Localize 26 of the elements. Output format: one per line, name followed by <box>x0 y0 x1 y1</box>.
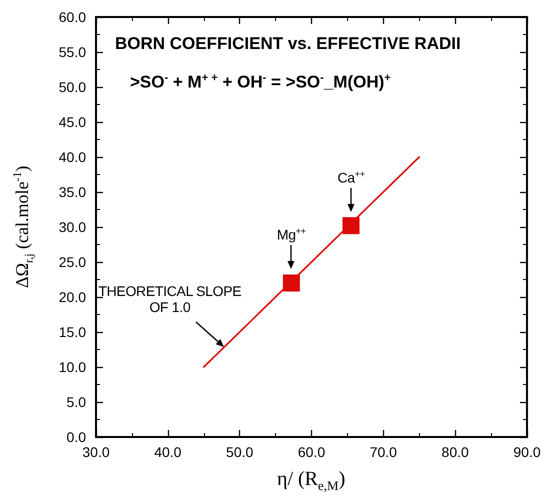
annotation: Mg$^{++}$ <box>276 226 306 244</box>
x-tick-label: 50.0 <box>226 444 254 460</box>
y-tick-label: 45.0 <box>58 114 86 130</box>
x-tick-label: 60.0 <box>298 444 326 460</box>
y-tick-label: 55.0 <box>58 44 86 60</box>
y-tick-label: 15.0 <box>58 324 86 340</box>
y-tick-label: 0.0 <box>66 429 86 445</box>
x-tick-label: 70.0 <box>370 444 398 460</box>
y-tick-label: 35.0 <box>58 184 86 200</box>
y-tick-label: 20.0 <box>58 289 86 305</box>
y-tick-label: 60.0 <box>58 9 86 25</box>
y-tick-label: 10.0 <box>58 359 86 375</box>
x-tick-label: 80.0 <box>442 444 470 460</box>
y-tick-label: 5.0 <box>66 394 86 410</box>
y-tick-label: 25.0 <box>58 254 86 270</box>
x-tick-label: 30.0 <box>82 444 110 460</box>
x-axis-title: η/ (R$_{e,M}$) <box>277 468 346 494</box>
text: >SO$^{-}$ + M$^{+ +}$ + OH$^{-}$ = >SO$^{-}$_M(OH)$^{+}$ <box>130 72 391 92</box>
annotation: Ca$^{++}$ <box>338 168 365 186</box>
x-tick-label: 40.0 <box>154 444 182 460</box>
y-tick-label: 50.0 <box>58 79 86 95</box>
annotation: THEORETICAL SLOPE OF 1.0 <box>98 283 242 316</box>
x-tick-label: 90.0 <box>513 444 541 460</box>
y-tick-label: 30.0 <box>58 219 86 235</box>
text: BORN COEFFICIENT vs. EFFECTIVE RADII <box>115 34 461 54</box>
y-tick-label: 40.0 <box>58 149 86 165</box>
